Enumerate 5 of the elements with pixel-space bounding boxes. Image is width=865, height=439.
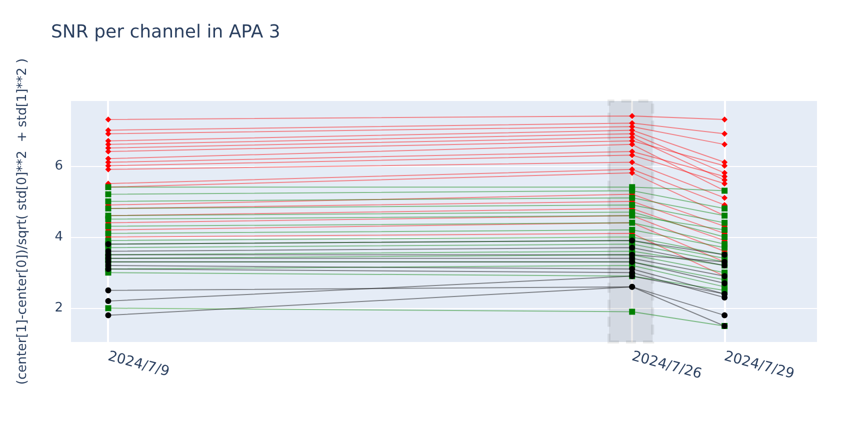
chart-title: SNR per channel in APA 3 <box>51 22 280 42</box>
y-tick-label: 2 <box>54 300 63 316</box>
y-axis-title: (center[1]-center[0])/sqrt( std[0]**2 + std[1]**2 ) <box>15 58 30 385</box>
y-tick-label: 6 <box>54 158 63 174</box>
y-tick-label: 4 <box>54 229 63 244</box>
